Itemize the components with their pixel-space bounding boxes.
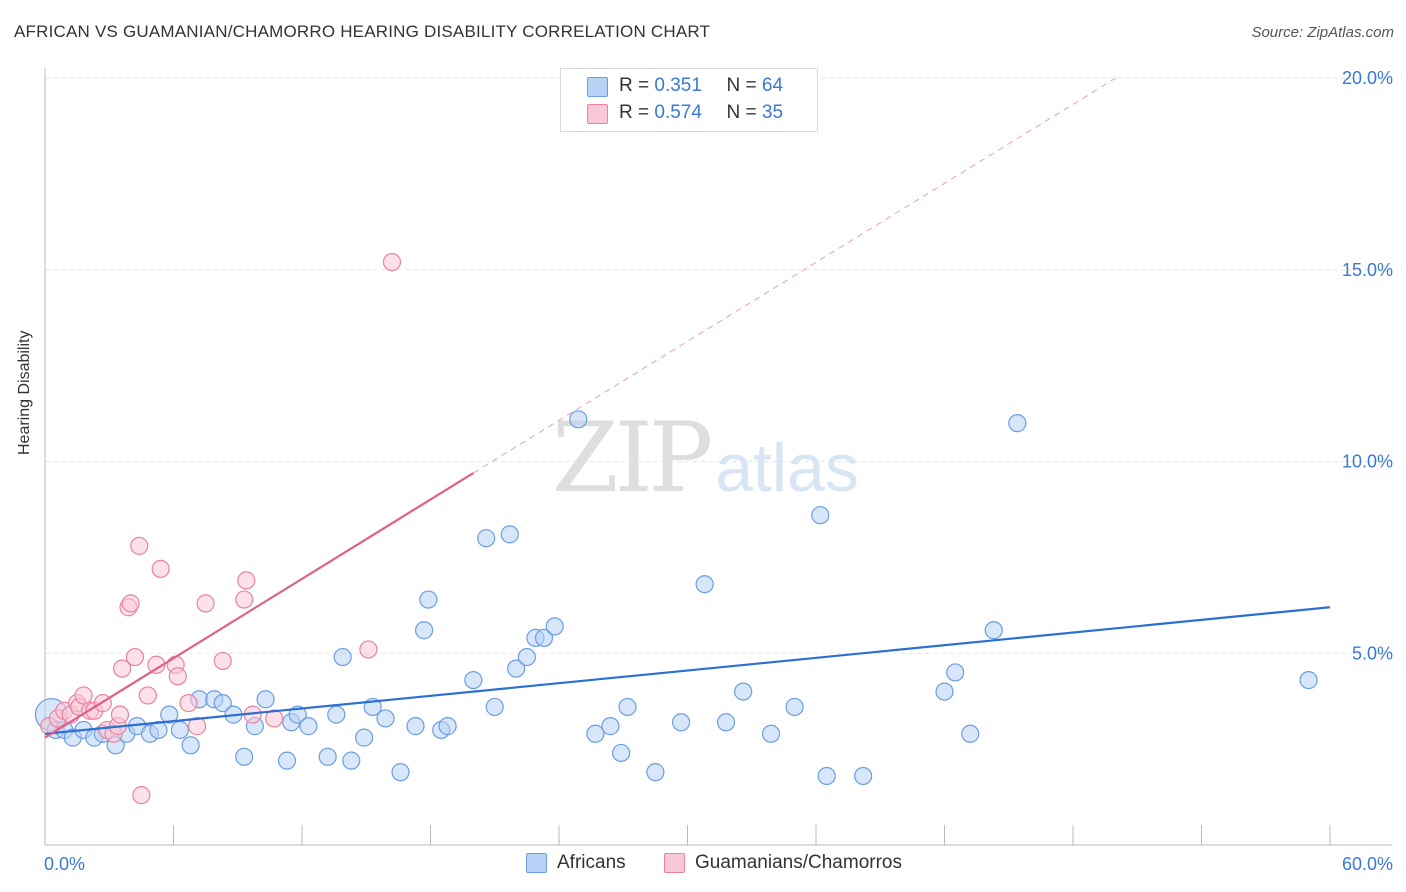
- point-guamanians: [74, 686, 93, 705]
- point-africans: [695, 575, 714, 594]
- x-tick-label: 0.0%: [44, 854, 85, 874]
- point-guamanians: [179, 694, 198, 713]
- point-guamanians: [125, 647, 145, 667]
- source-credit: Source: ZipAtlas.com: [1251, 24, 1394, 41]
- bottom-legend-label-africans: Africans: [557, 852, 626, 873]
- legend-swatch-guamanians: [587, 104, 608, 124]
- point-africans: [391, 763, 410, 782]
- point-africans: [342, 751, 361, 770]
- y-tick-label: 5.0%: [1352, 643, 1393, 663]
- point-africans: [569, 410, 588, 429]
- point-africans: [213, 694, 232, 713]
- watermark-atlas: atlas: [715, 430, 859, 506]
- point-guamanians: [138, 686, 157, 705]
- legend-n-value: 35: [761, 102, 784, 123]
- point-guamanians: [112, 659, 132, 678]
- point-africans: [235, 747, 254, 766]
- point-guamanians: [213, 651, 232, 671]
- point-africans: [612, 743, 631, 763]
- legend-r-value: 0.574: [654, 102, 702, 123]
- point-africans: [355, 728, 374, 747]
- legend-n-label: N =: [726, 75, 757, 96]
- point-guamanians: [237, 571, 256, 590]
- point-africans: [618, 697, 637, 717]
- bottom-legend-label-guamanians: Guamanians/Chamorros: [695, 852, 902, 873]
- point-africans: [477, 529, 496, 548]
- point-africans: [170, 720, 190, 740]
- point-africans: [507, 659, 526, 678]
- point-africans: [785, 697, 804, 717]
- point-africans: [734, 682, 753, 701]
- point-africans: [534, 628, 554, 648]
- point-africans: [601, 717, 620, 736]
- point-guamanians: [168, 667, 187, 686]
- point-africans: [181, 736, 200, 755]
- point-africans: [761, 724, 781, 743]
- point-africans: [586, 724, 605, 743]
- point-guamanians: [187, 717, 207, 736]
- point-africans: [485, 697, 504, 717]
- point-africans: [318, 747, 337, 766]
- point-africans: [438, 717, 457, 736]
- point-africans: [464, 670, 483, 690]
- bottom-legend-guamanians: Guamanians/Chamorros: [664, 852, 902, 874]
- point-africans: [811, 506, 830, 525]
- y-tick-label: 20.0%: [1342, 68, 1393, 88]
- point-africans: [935, 682, 954, 701]
- point-guamanians: [132, 786, 151, 805]
- chart-title: AFRICAN VS GUAMANIAN/CHAMORRO HEARING DI…: [14, 22, 711, 41]
- point-guamanians: [110, 705, 130, 724]
- point-guamanians: [359, 640, 378, 659]
- point-africans: [1299, 670, 1318, 690]
- bottom-legend-africans: Africans: [526, 852, 626, 874]
- point-guamanians: [265, 709, 284, 728]
- y-tick-label: 10.0%: [1342, 452, 1393, 472]
- point-africans: [406, 717, 425, 736]
- point-africans: [517, 647, 536, 667]
- point-africans: [946, 663, 965, 682]
- legend-swatch-africans: [587, 77, 608, 97]
- point-africans: [716, 713, 736, 732]
- point-guamanians: [130, 536, 149, 555]
- trendline-guamanians: [44, 472, 474, 739]
- legend-r-label: R =: [619, 75, 650, 96]
- bottom-legend-swatch-africans: [526, 853, 547, 873]
- point-africans: [817, 766, 836, 786]
- point-africans: [646, 763, 665, 782]
- point-africans: [1008, 414, 1027, 433]
- point-africans: [327, 705, 346, 724]
- point-guamanians: [151, 559, 170, 578]
- point-africans: [299, 717, 318, 736]
- point-africans: [160, 705, 179, 724]
- correlation-legend: R = 0.351 N = 64 R = 0.574 N = 35: [560, 68, 818, 132]
- legend-r-value: 0.351: [654, 75, 702, 96]
- point-africans: [984, 621, 1003, 640]
- point-africans: [854, 766, 873, 786]
- legend-n-value: 64: [761, 75, 784, 96]
- point-africans: [333, 647, 352, 667]
- legend-n-label: N =: [726, 102, 757, 123]
- trendline-dashed-guamanians: [473, 77, 1117, 474]
- point-africans: [414, 621, 434, 640]
- bottom-legend-swatch-guamanians: [664, 853, 685, 873]
- point-africans: [149, 720, 168, 740]
- y-tick-label: 15.0%: [1342, 260, 1393, 280]
- point-africans: [277, 751, 297, 770]
- point-africans: [545, 617, 564, 636]
- trendline-africans: [44, 606, 1331, 735]
- legend-r-label: R =: [619, 102, 650, 123]
- watermark: ZIPatlas: [552, 402, 859, 514]
- point-africans: [376, 709, 395, 728]
- point-africans: [671, 713, 691, 732]
- point-africans: [256, 690, 275, 709]
- point-guamanians: [121, 594, 140, 613]
- x-tick-label: 60.0%: [1342, 854, 1393, 874]
- point-guamanians: [382, 252, 402, 272]
- point-guamanians: [196, 594, 215, 613]
- point-africans: [419, 590, 438, 609]
- point-guamanians: [235, 590, 254, 609]
- point-africans: [961, 724, 980, 743]
- point-africans: [500, 525, 519, 544]
